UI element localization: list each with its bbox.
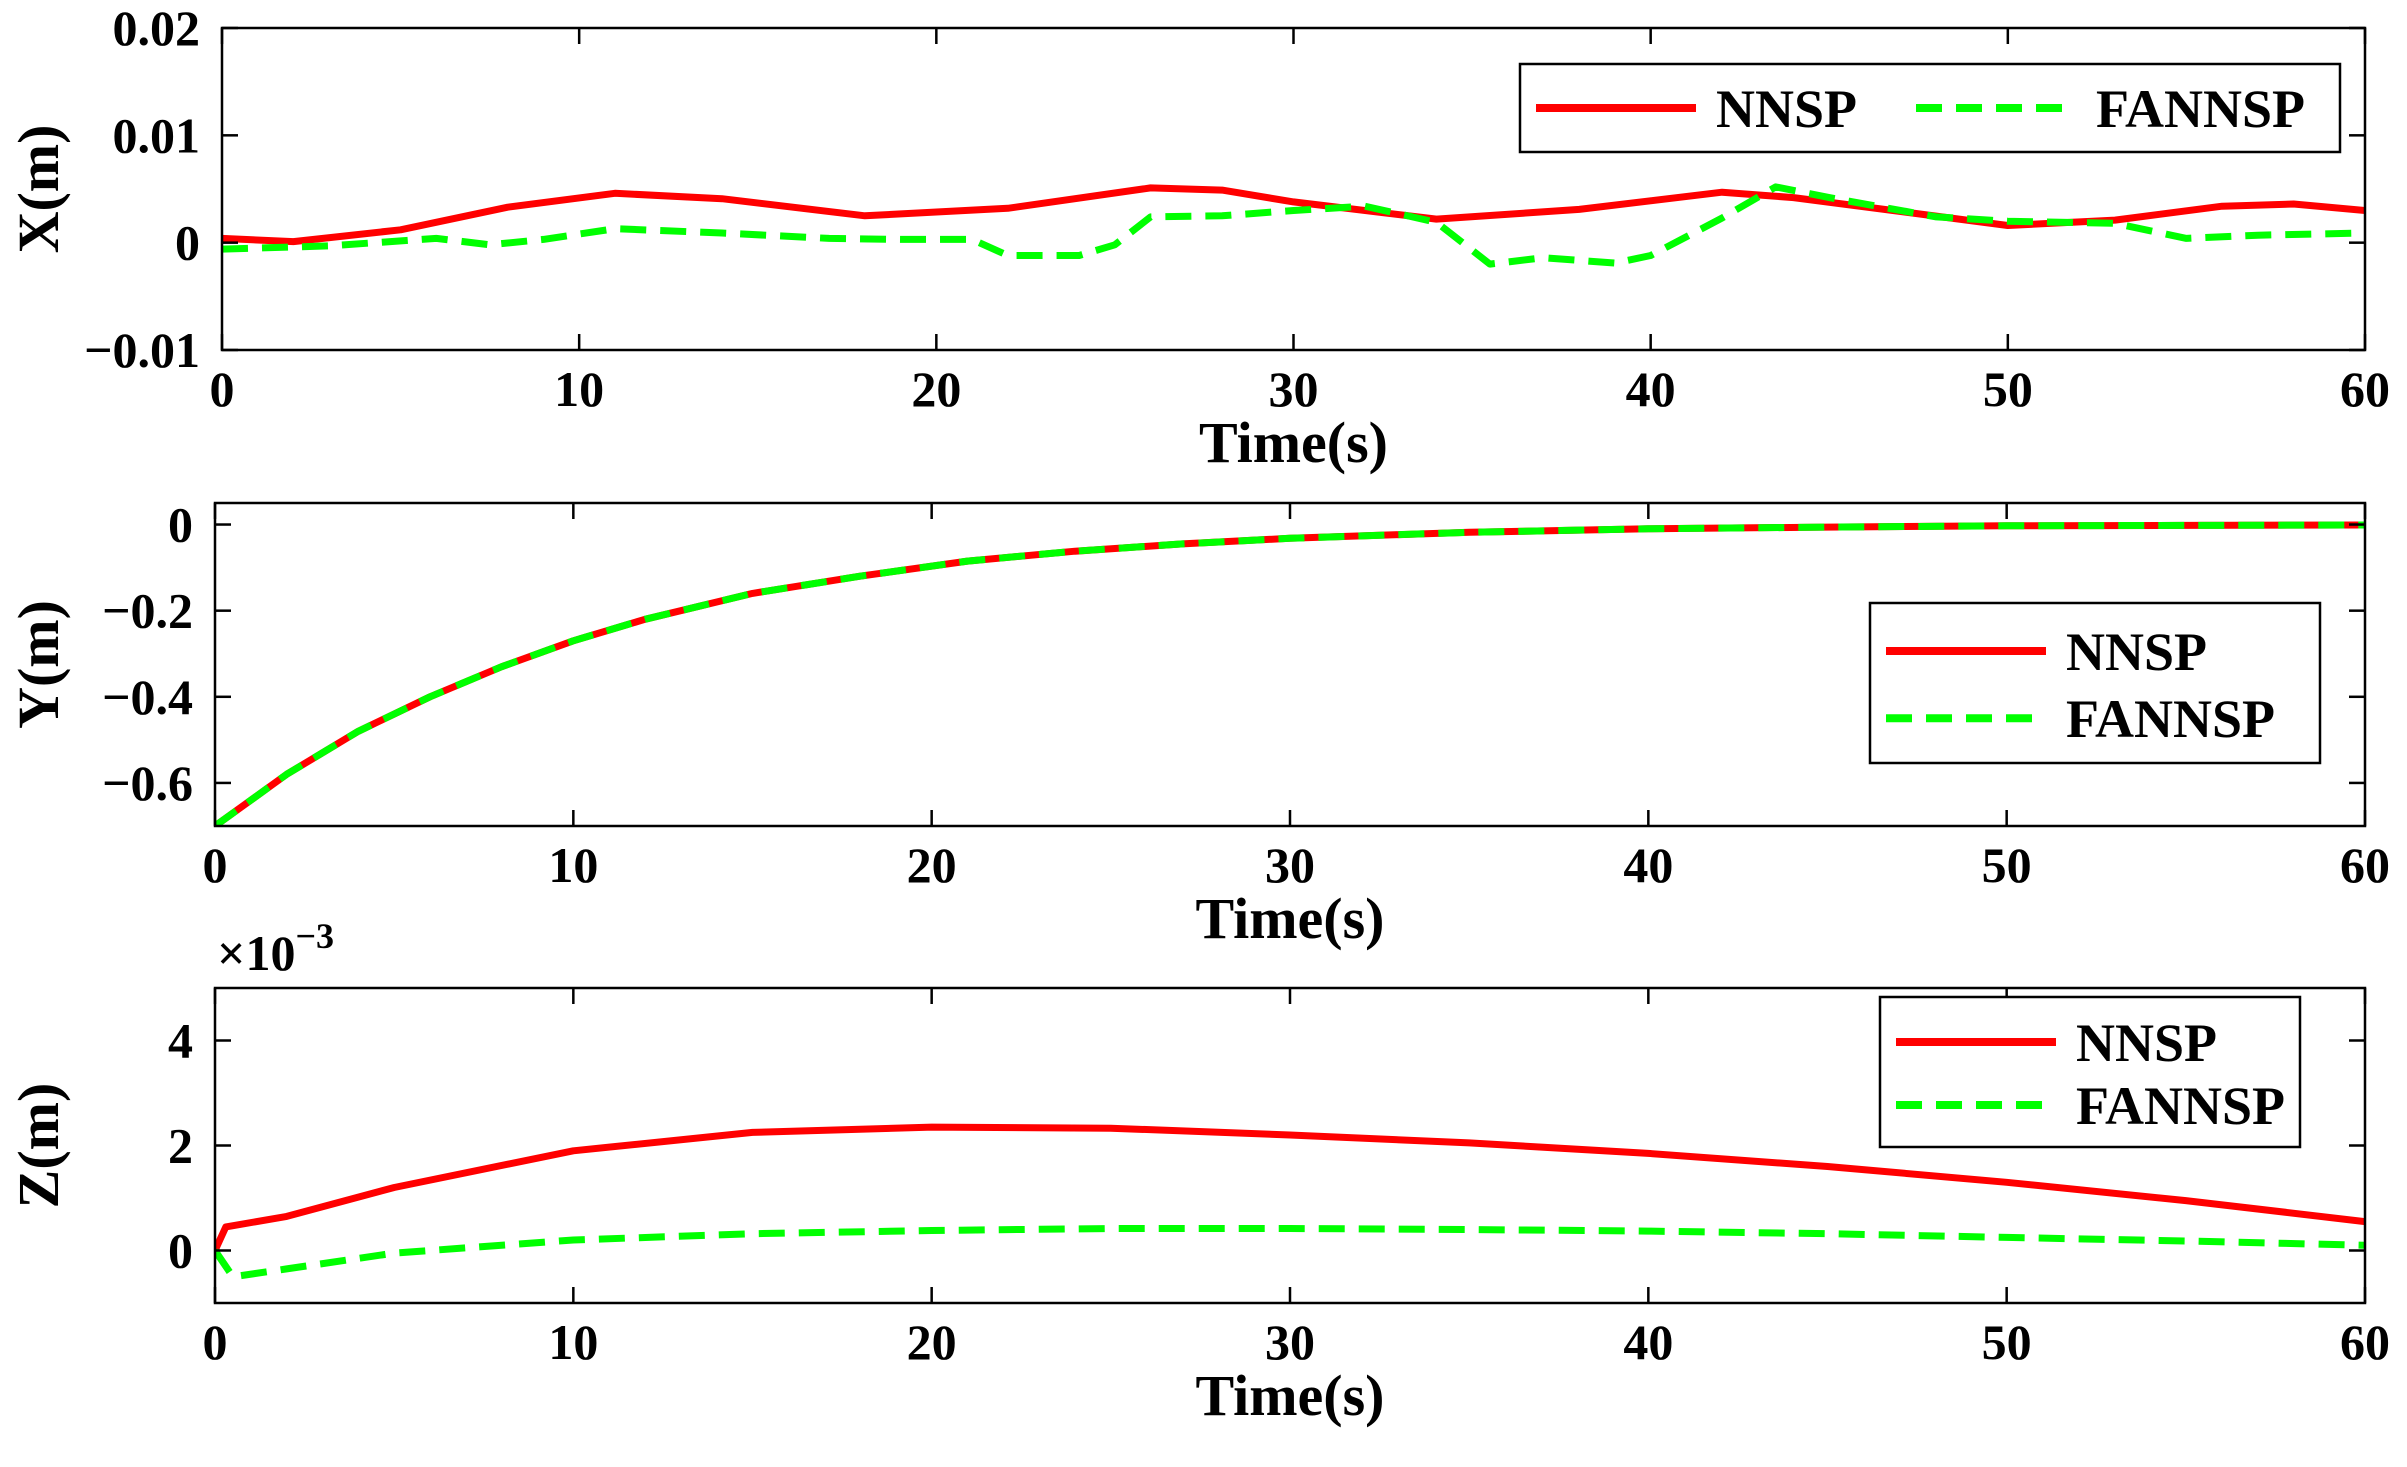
x-tick-label: 10 — [548, 837, 598, 893]
x-tick-label: 60 — [2340, 1314, 2390, 1370]
y-tick-label: 2 — [168, 1118, 193, 1174]
y-tick-label: −0.6 — [102, 755, 193, 811]
legend-label-nnsp: NNSP — [2066, 622, 2207, 682]
x-tick-label: 50 — [1983, 361, 2033, 417]
legend-label-fannsp: FANNSP — [2076, 1076, 2285, 1136]
panel-2: 0 10 20 30 40 50 60 −0.6 −0.4 −0.2 0 Time(s) Y(m) NNS… — [6, 497, 2390, 951]
y-tick-label: 4 — [168, 1013, 193, 1069]
x-tick-label: 50 — [1982, 1314, 2032, 1370]
x-tick-label: 20 — [907, 1314, 957, 1370]
y-tick-label: 0.01 — [113, 107, 201, 163]
y-axis-label: Y(m) — [6, 600, 71, 729]
x-tick-label: 20 — [911, 361, 961, 417]
y-tick-label: −0.01 — [84, 322, 200, 378]
series-nnsp-line — [222, 184, 2365, 246]
x-tick-label: 40 — [1623, 837, 1673, 893]
y-tick-label: −0.4 — [102, 669, 193, 725]
y-tick-label: 0 — [175, 215, 200, 271]
x-tick-label: 60 — [2340, 361, 2390, 417]
y-tick-label: −0.2 — [102, 583, 193, 639]
y-axis-label: Z(m) — [6, 1083, 71, 1209]
x-tick-label: 30 — [1265, 837, 1315, 893]
x-tick-label: 0 — [203, 1314, 228, 1370]
y-tick-label: 0 — [168, 1223, 193, 1279]
legend-label-nnsp: NNSP — [2076, 1013, 2217, 1073]
x-axis-label: Time(s) — [1199, 410, 1388, 475]
y-tick-label: 0 — [168, 497, 193, 553]
legend-label-fannsp: FANNSP — [2096, 79, 2305, 139]
series-nnsp-line — [215, 1123, 2365, 1252]
x-tick-label: 40 — [1623, 1314, 1673, 1370]
x-tick-label: 10 — [548, 1314, 598, 1370]
legend-label-fannsp: FANNSP — [2066, 689, 2275, 749]
series-fannsp-line — [215, 521, 2365, 826]
series-fannsp-line — [222, 183, 2365, 268]
x-tick-label: 10 — [554, 361, 604, 417]
legend: NNSP FANNSP — [1868, 601, 2322, 765]
x-tick-label: 30 — [1269, 361, 1319, 417]
y-axis-label: X(m) — [6, 125, 71, 254]
legend-box — [1868, 601, 2322, 765]
exponent-power: −3 — [296, 916, 335, 956]
y-exponent-label: ×10−3 — [217, 916, 334, 981]
series-fannsp-line — [215, 1225, 2365, 1281]
x-tick-label: 0 — [210, 361, 235, 417]
x-tick-label: 40 — [1626, 361, 1676, 417]
x-tick-label: 60 — [2340, 837, 2390, 893]
x-tick-label: 50 — [1982, 837, 2032, 893]
x-tick-label: 20 — [907, 837, 957, 893]
legend-box — [1878, 995, 2302, 1149]
x-tick-label: 0 — [203, 837, 228, 893]
x-axis-label: Time(s) — [1195, 886, 1384, 951]
x-axis-label: Time(s) — [1195, 1363, 1384, 1428]
panel-1: 0 10 20 30 40 50 60−0.0100.010.02Time(s)X(m)NN… — [6, 0, 2390, 475]
legend-label-nnsp: NNSP — [1716, 79, 1857, 139]
y-tick-label: 0.02 — [113, 0, 201, 56]
x-tick-label: 30 — [1265, 1314, 1315, 1370]
panel-3: 0 10 20 30 40 50 60 0 2 4 Time(s) Z(m) ×10−3 NNSPFANN… — [6, 916, 2390, 1428]
exponent-base: ×10 — [217, 925, 296, 981]
legend: NNSP FANNSP — [1518, 62, 2342, 154]
